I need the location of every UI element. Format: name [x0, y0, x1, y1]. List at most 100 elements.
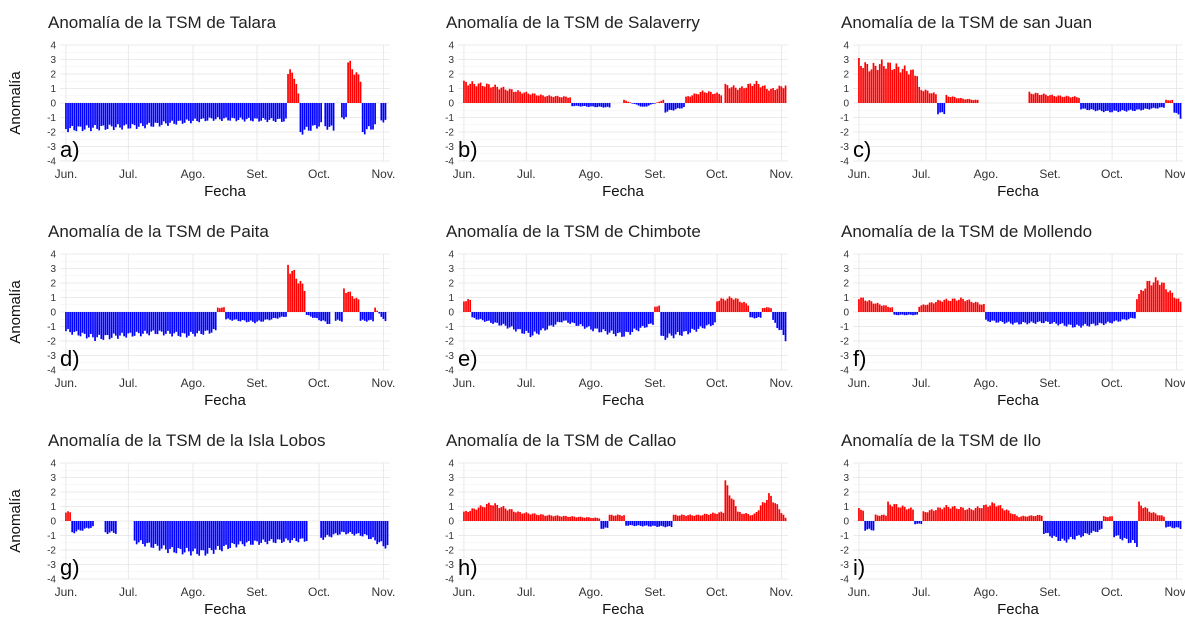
y-tick-label: -2: [47, 128, 56, 139]
anomaly-bar: [241, 312, 244, 321]
anomaly-bar: [154, 521, 157, 544]
anomaly-bar: [864, 300, 867, 312]
anomaly-bar: [223, 307, 225, 312]
anomaly-bar: [697, 312, 700, 329]
anomaly-bar: [247, 521, 250, 541]
anomaly-bar: [87, 312, 90, 338]
anomaly-bar: [691, 95, 694, 103]
anomaly-bar: [345, 521, 347, 535]
anomaly-bar: [1053, 521, 1055, 536]
anomaly-bar: [585, 103, 588, 107]
anomaly-bar: [98, 103, 101, 131]
anomaly-bar: [703, 513, 706, 521]
anomaly-bar: [772, 88, 774, 103]
anomaly-bar: [135, 103, 138, 129]
anomaly-bar: [171, 103, 173, 121]
anomaly-bar: [970, 301, 973, 312]
anomaly-bar: [987, 312, 989, 322]
anomaly-bar: [1076, 97, 1078, 103]
y-tick-label: -1: [445, 322, 454, 333]
anomaly-bar: [937, 103, 939, 115]
anomaly-bar: [1119, 312, 1122, 322]
anomaly-bar: [718, 93, 720, 103]
y-tick-label: -4: [840, 366, 849, 377]
anomaly-bar: [878, 64, 881, 103]
anomaly-bar: [274, 312, 277, 319]
anomaly-bar: [167, 521, 169, 554]
anomaly-bar: [550, 515, 553, 521]
y-tick-label: 1: [50, 293, 56, 304]
anomaly-bar: [643, 521, 646, 526]
anomaly-bar: [1088, 103, 1091, 111]
anomaly-bar: [94, 103, 96, 126]
anomaly-bar: [548, 95, 551, 103]
anomaly-bar: [670, 312, 673, 336]
anomaly-bar: [937, 507, 939, 521]
anomaly-bar: [962, 98, 964, 103]
anomaly-bar: [687, 312, 689, 335]
anomaly-bar: [1065, 95, 1068, 103]
anomaly-bar: [778, 509, 781, 521]
anomaly-bar: [77, 103, 80, 127]
anomaly-bar: [515, 512, 517, 521]
x-tick-label: Oct.: [706, 376, 728, 390]
anomaly-bar: [1109, 103, 1111, 113]
anomaly-bar: [625, 521, 627, 526]
anomaly-bar: [502, 86, 505, 103]
x-tick-label: Jul.: [912, 585, 931, 599]
anomaly-bar: [79, 103, 82, 127]
anomaly-bar: [127, 103, 130, 129]
anomaly-bar: [69, 312, 71, 333]
anomaly-bar: [320, 103, 322, 123]
chart-title: Anomalía de la TSM de san Juan: [841, 13, 1092, 32]
anomaly-bar: [485, 83, 488, 103]
anomaly-bar: [932, 303, 935, 312]
anomaly-bar: [885, 515, 887, 521]
x-axis-title: Fecha: [204, 183, 246, 200]
anomaly-bar: [1117, 521, 1120, 536]
anomaly-bar: [949, 508, 952, 521]
anomaly-bar: [565, 312, 567, 321]
anomaly-bar: [287, 264, 289, 312]
anomaly-bar: [512, 511, 515, 521]
anomaly-bar: [883, 66, 885, 103]
y-tick-label: 3: [448, 55, 454, 66]
anomaly-bar: [689, 312, 692, 333]
anomaly-bar: [1140, 103, 1142, 111]
anomaly-bar: [171, 521, 173, 548]
anomaly-bar: [359, 521, 362, 536]
y-tick-label: 1: [50, 502, 56, 513]
anomaly-bar: [668, 103, 671, 110]
anomaly-bar: [239, 521, 242, 542]
anomaly-bar: [165, 521, 167, 550]
anomaly-bar: [139, 103, 142, 124]
anomaly-bar: [1177, 103, 1180, 115]
anomaly-bar: [972, 302, 975, 312]
anomaly-bar: [573, 312, 576, 324]
anomaly-bar: [980, 508, 983, 521]
x-tick-label: Jul.: [119, 376, 138, 390]
anomaly-bar: [162, 103, 165, 122]
anomaly-bar: [341, 521, 343, 532]
anomaly-bar: [1078, 312, 1080, 326]
anomaly-bar: [280, 103, 283, 122]
anomaly-bar: [766, 88, 768, 103]
anomaly-bar: [761, 502, 764, 521]
anomaly-bar: [1036, 312, 1039, 323]
anomaly-bar: [581, 103, 584, 107]
anomaly-bar: [1169, 100, 1172, 103]
anomaly-bar: [272, 103, 275, 121]
x-tick-label: Nov.: [1165, 585, 1185, 599]
anomaly-bar: [289, 273, 291, 312]
anomaly-bar: [592, 312, 594, 332]
anomaly-bar: [1055, 521, 1058, 537]
anomaly-bar: [1057, 95, 1060, 103]
anomaly-bar: [643, 312, 646, 328]
anomaly-bar: [903, 65, 906, 103]
anomaly-bar: [71, 312, 74, 335]
anomaly-bar: [739, 87, 741, 103]
anomaly-bar: [878, 515, 881, 521]
anomaly-bar: [287, 74, 289, 103]
anomaly-bar: [976, 506, 979, 521]
anomaly-bar: [670, 521, 673, 528]
